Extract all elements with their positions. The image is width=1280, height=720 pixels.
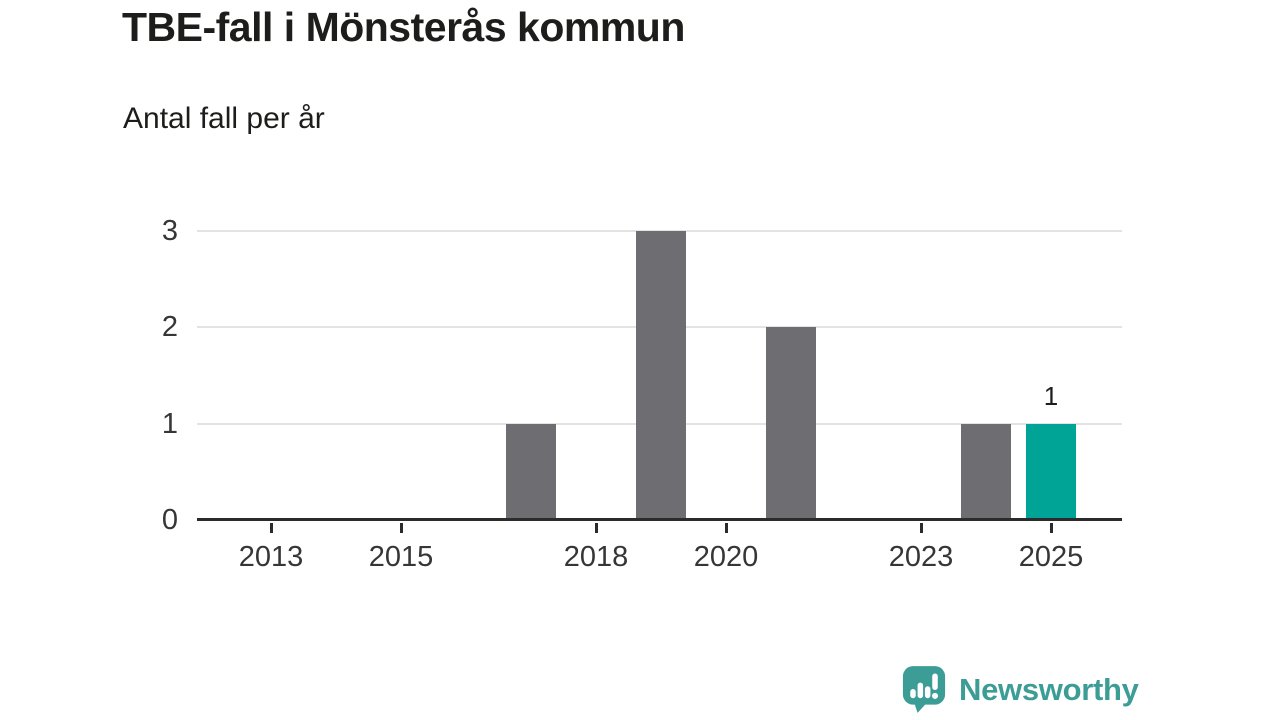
newsworthy-logo-icon bbox=[902, 666, 946, 713]
xtick-mark-2013 bbox=[269, 523, 273, 533]
xtick-label-2013: 2013 bbox=[238, 541, 304, 573]
xtick-label-2015: 2015 bbox=[368, 541, 434, 573]
bar-2025 bbox=[1026, 423, 1076, 520]
ytick-label-3: 3 bbox=[161, 215, 178, 247]
xtick-label-2023: 2023 bbox=[888, 541, 954, 573]
plot-area: 1 bbox=[197, 230, 1122, 521]
chart-subtitle: Antal fall per år bbox=[123, 102, 325, 135]
xtick-mark-2020 bbox=[724, 523, 728, 533]
highlight-value-label: 1 bbox=[1043, 380, 1059, 411]
xtick-label-2025: 2025 bbox=[1018, 541, 1084, 573]
xtick-label-2018: 2018 bbox=[563, 541, 629, 573]
bar-2019 bbox=[636, 231, 686, 520]
chart-title: TBE-fall i Mönsterås kommun bbox=[122, 4, 685, 50]
xtick-mark-2025 bbox=[1049, 523, 1053, 533]
bar-2024 bbox=[961, 423, 1011, 520]
ytick-label-2: 2 bbox=[161, 311, 178, 344]
ytick-label-0: 0 bbox=[161, 504, 178, 536]
x-axis-line bbox=[197, 518, 1122, 521]
newsworthy-logo-text: Newsworthy bbox=[959, 671, 1139, 707]
xtick-mark-2018 bbox=[594, 523, 598, 533]
newsworthy-logo: Newsworthy bbox=[902, 665, 1139, 714]
ytick-label-1: 1 bbox=[161, 407, 178, 440]
xtick-mark-2015 bbox=[399, 523, 403, 533]
bar-2021 bbox=[766, 327, 816, 520]
bar-2017 bbox=[506, 423, 556, 520]
xtick-mark-2023 bbox=[919, 523, 923, 533]
xtick-label-2020: 2020 bbox=[693, 541, 759, 573]
